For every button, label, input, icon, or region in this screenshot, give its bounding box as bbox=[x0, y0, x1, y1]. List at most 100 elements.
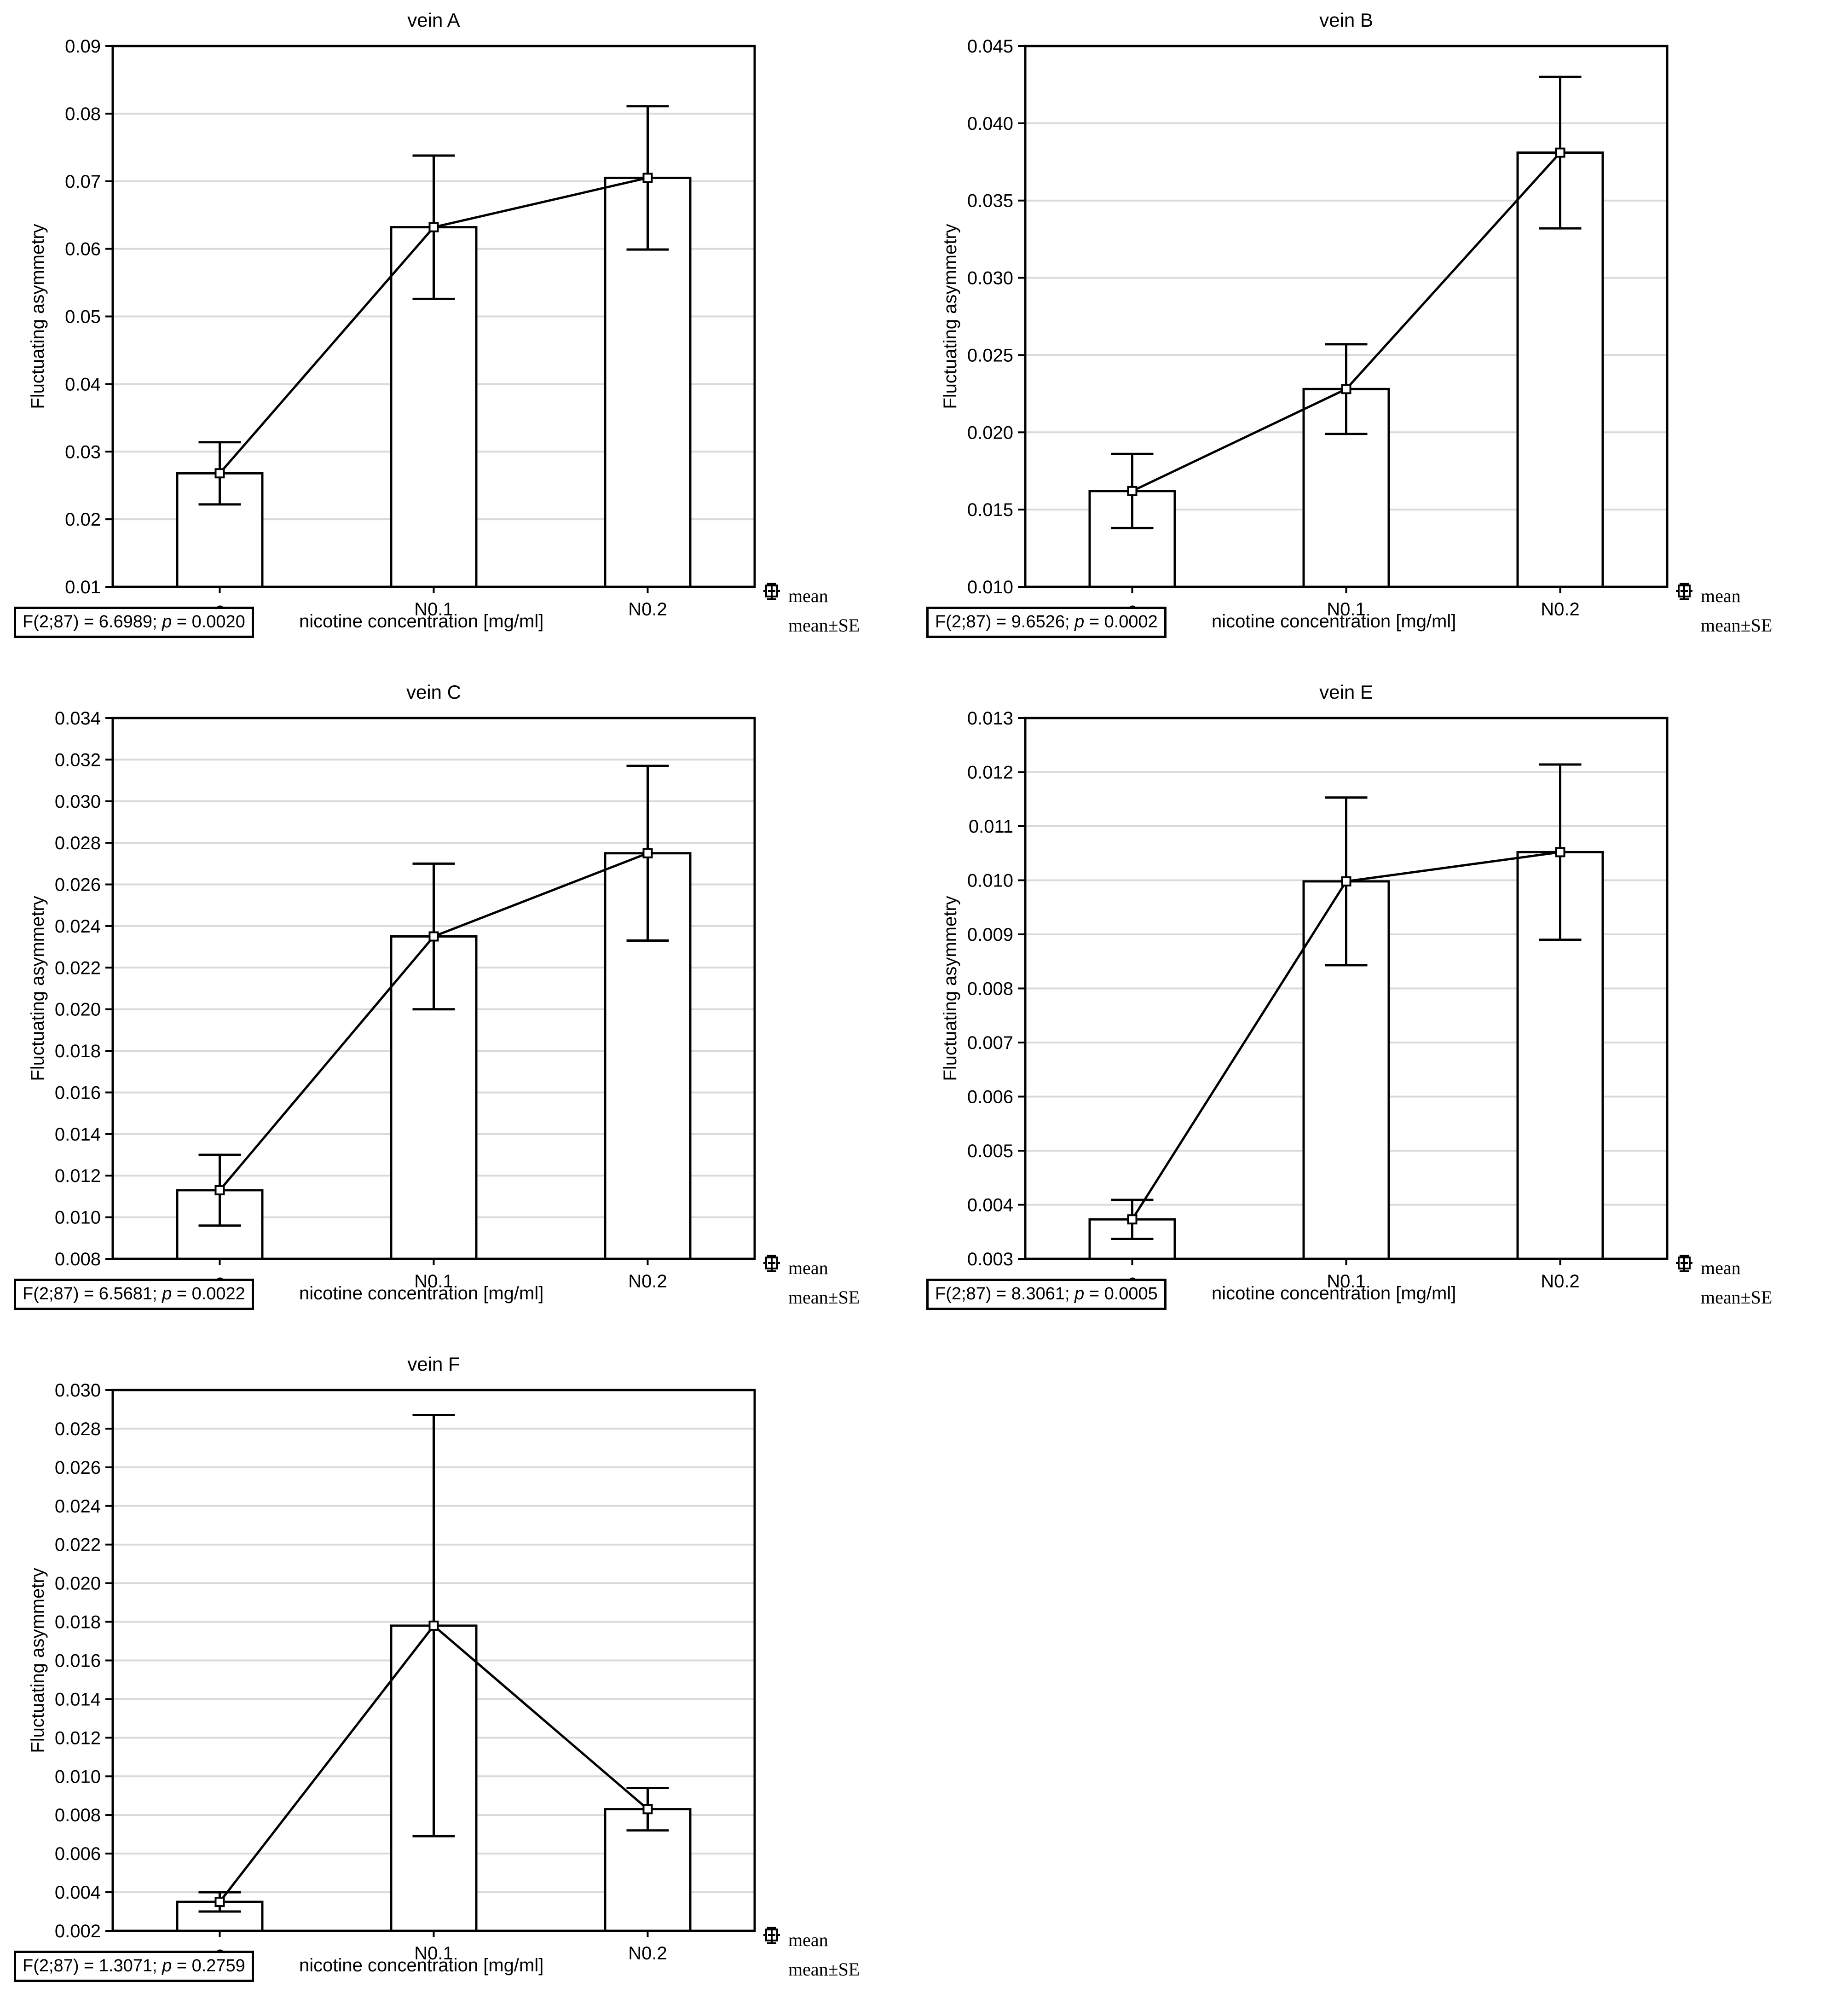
x-axis-label: nicotine concentration [mg/ml] bbox=[299, 611, 544, 631]
chart-title: vein B bbox=[1319, 9, 1373, 31]
y-tick-label: 0.018 bbox=[55, 1612, 101, 1633]
chart-svg: 0.008 0.010 0.012 0.014 0.016 0.018 0.020 0.022… bbox=[28, 681, 756, 1292]
mean-marker bbox=[1127, 486, 1138, 496]
chart-title: vein F bbox=[407, 1353, 460, 1375]
y-tick-label: 0.002 bbox=[55, 1921, 101, 1941]
mean-marker bbox=[1341, 876, 1351, 886]
stat-prefix: F(2;87) = 8.3061; bbox=[935, 1284, 1075, 1303]
stat-p-label: p bbox=[162, 612, 172, 631]
y-tick-label: 0.018 bbox=[55, 1041, 101, 1061]
chart-title: vein E bbox=[1319, 681, 1373, 703]
legend-label-se: mean±SE bbox=[1701, 1286, 1773, 1308]
y-tick-label: 0.003 bbox=[967, 1249, 1013, 1269]
y-tick-label: 0.028 bbox=[55, 1419, 101, 1439]
y-tick-label: 0.03 bbox=[65, 442, 101, 462]
legend-item-se: mean±SE bbox=[762, 1255, 860, 1312]
y-tick-label: 0.007 bbox=[967, 1033, 1013, 1053]
y-tick-label: 0.030 bbox=[967, 268, 1013, 289]
y-tick-label: 0.07 bbox=[65, 172, 101, 192]
x-tick-label: N0.2 bbox=[628, 599, 667, 620]
x-axis-label: nicotine concentration [mg/ml] bbox=[299, 1283, 544, 1303]
x-axis-label: nicotine concentration [mg/ml] bbox=[299, 1955, 544, 1975]
y-tick-label: 0.028 bbox=[55, 833, 101, 853]
y-tick-label: 0.014 bbox=[55, 1689, 101, 1709]
y-tick-label: 0.010 bbox=[967, 871, 1013, 891]
y-tick-label: 0.08 bbox=[65, 104, 101, 124]
legend-item-se: mean±SE bbox=[1674, 583, 1773, 640]
chart-panel: 0.003 0.004 0.005 0.006 0.007 0.008 0.009 0.010… bbox=[912, 672, 1825, 1344]
stat-p-value: = 0.0005 bbox=[1084, 1284, 1158, 1303]
legend-label-se: mean±SE bbox=[788, 1958, 860, 1980]
y-tick-label: 0.020 bbox=[967, 423, 1013, 443]
y-tick-label: 0.024 bbox=[55, 916, 101, 937]
chart-title: vein C bbox=[406, 681, 461, 703]
x-tick-label: N0.1 bbox=[1327, 599, 1366, 620]
error-bar-icon bbox=[762, 583, 782, 635]
legend-item-se: mean±SE bbox=[1674, 1255, 1773, 1312]
legend-label-mean: mean bbox=[1701, 585, 1741, 606]
legend-label-se: mean±SE bbox=[788, 1286, 860, 1308]
mean-marker bbox=[428, 222, 439, 232]
y-tick-label: 0.026 bbox=[55, 875, 101, 895]
stat-prefix: F(2;87) = 6.6989; bbox=[23, 612, 162, 631]
legend-label-mean: mean bbox=[1701, 1257, 1741, 1278]
y-tick-label: 0.010 bbox=[55, 1208, 101, 1228]
chart-svg: 0.01 0.02 0.03 0.04 0.05 0.06 0.07 0.08 0.09 vein… bbox=[28, 9, 756, 620]
stat-p-label: p bbox=[1074, 1284, 1085, 1303]
x-axis-label: nicotine concentration [mg/ml] bbox=[1212, 1283, 1456, 1303]
chart-title: vein A bbox=[407, 9, 460, 31]
stat-p-label: p bbox=[162, 1284, 172, 1303]
legend-label-se: mean±SE bbox=[788, 614, 860, 636]
chart-svg: 0.010 0.015 0.020 0.025 0.030 0.035 0.040 0.045… bbox=[940, 9, 1669, 620]
y-tick-label: 0.006 bbox=[55, 1844, 101, 1864]
y-tick-label: 0.030 bbox=[55, 792, 101, 812]
error-bar-icon bbox=[1674, 583, 1694, 635]
stat-box: F(2;87) = 9.6526; p = 0.0002 bbox=[926, 607, 1167, 638]
y-tick-label: 0.010 bbox=[55, 1767, 101, 1787]
y-tick-label: 0.020 bbox=[55, 1000, 101, 1020]
legend-item-se: mean±SE bbox=[762, 1927, 860, 1984]
error-bar-icon bbox=[762, 1255, 782, 1307]
y-tick-label: 0.05 bbox=[65, 307, 101, 327]
y-tick-label: 0.013 bbox=[967, 708, 1013, 729]
x-tick-label: N0.2 bbox=[1541, 1271, 1580, 1292]
legend: mean mean±SE bbox=[1674, 1253, 1772, 1312]
y-tick-label: 0.045 bbox=[967, 36, 1013, 57]
x-tick-label: N0.2 bbox=[628, 1943, 667, 1964]
y-tick-label: 0.008 bbox=[55, 1249, 101, 1269]
error-bar-icon bbox=[1674, 1255, 1694, 1307]
stat-prefix: F(2;87) = 6.5681; bbox=[23, 1284, 162, 1303]
legend: mean mean±SE bbox=[762, 1253, 860, 1312]
y-tick-label: 0.020 bbox=[55, 1574, 101, 1594]
mean-marker bbox=[428, 1620, 439, 1631]
y-tick-label: 0.022 bbox=[55, 958, 101, 978]
y-tick-label: 0.09 bbox=[65, 36, 101, 57]
chart-svg: 0.003 0.004 0.005 0.006 0.007 0.008 0.009 0.010… bbox=[940, 681, 1669, 1292]
y-tick-label: 0.010 bbox=[967, 577, 1013, 597]
x-axis-label: nicotine concentration [mg/ml] bbox=[1212, 611, 1456, 631]
y-tick-label: 0.06 bbox=[65, 239, 101, 260]
stat-p-label: p bbox=[1074, 612, 1085, 631]
y-tick-label: 0.034 bbox=[55, 708, 101, 729]
mean-marker bbox=[214, 468, 225, 479]
y-tick-label: 0.02 bbox=[65, 510, 101, 530]
y-tick-label: 0.026 bbox=[55, 1458, 101, 1478]
stat-prefix: F(2;87) = 9.6526; bbox=[935, 612, 1075, 631]
y-axis-label: Fluctuating asymmetry bbox=[28, 1568, 48, 1753]
stat-p-label: p bbox=[162, 1956, 172, 1975]
y-tick-label: 0.014 bbox=[55, 1124, 101, 1145]
y-tick-label: 0.032 bbox=[55, 750, 101, 770]
y-tick-label: 0.008 bbox=[967, 979, 1013, 999]
legend: mean mean±SE bbox=[762, 1925, 860, 1984]
y-axis-label: Fluctuating asymmetry bbox=[28, 896, 48, 1081]
y-tick-label: 0.025 bbox=[967, 345, 1013, 365]
stat-p-value: = 0.0020 bbox=[172, 612, 245, 631]
chart-panel: 0.010 0.015 0.020 0.025 0.030 0.035 0.040 0.045… bbox=[912, 0, 1825, 672]
error-bar-icon bbox=[762, 1927, 782, 1979]
y-tick-label: 0.04 bbox=[65, 374, 101, 394]
mean-marker bbox=[642, 1804, 653, 1814]
stat-prefix: F(2;87) = 1.3071; bbox=[23, 1956, 162, 1975]
legend-label-se: mean±SE bbox=[1701, 614, 1773, 636]
stat-box: F(2;87) = 8.3061; p = 0.0005 bbox=[926, 1279, 1167, 1310]
